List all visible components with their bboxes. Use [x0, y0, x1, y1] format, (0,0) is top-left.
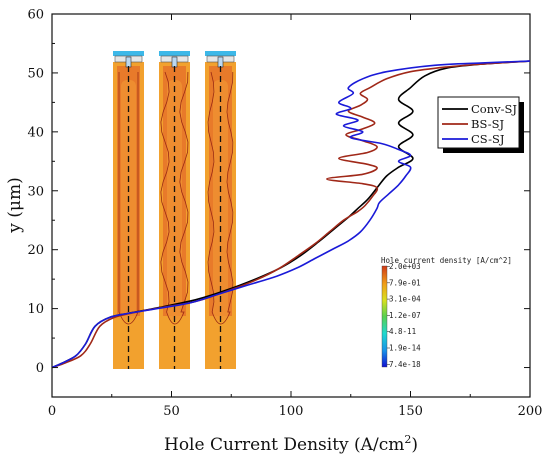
colorbar-label: 2.0e+03: [389, 262, 421, 271]
column-trench: [171, 56, 178, 68]
column-contour: [207, 71, 234, 325]
colorbar-label: 1.9e-14: [389, 344, 421, 353]
colorbar-label: 7.4e-18: [389, 360, 421, 369]
legend-label: BS-SJ: [471, 117, 505, 131]
y-tick-label: 60: [27, 8, 44, 23]
colorbar-bar: [381, 265, 388, 368]
colorbar-label: 4.8-11: [389, 327, 416, 336]
y-tick-label: 10: [27, 302, 44, 317]
column-trench: [125, 56, 132, 68]
device-column-3: [205, 51, 236, 369]
legend-label: Conv-SJ: [471, 102, 517, 116]
colorbar-label: 7.9e-01: [389, 278, 421, 287]
device-column-2: [159, 51, 190, 369]
column-trench: [217, 56, 224, 68]
column-top-cap: [205, 51, 236, 56]
series-layer: [52, 60, 530, 369]
colorbar-label: 1.2e-07: [389, 311, 421, 320]
y-axis-label: y (μm): [5, 177, 25, 233]
x-tick-label: 100: [279, 404, 304, 419]
y-tick-label: 0: [36, 361, 44, 376]
colorbar: Hole current density [A/cm^2]2.0e+03 7.9e…: [381, 256, 512, 369]
legend-label: CS-SJ: [471, 132, 505, 146]
axis-ticks: 0 50 100 150 200 0 10 20 30 40 50 60: [27, 8, 542, 420]
device-column-1: [113, 51, 144, 369]
x-tick-label: 200: [518, 404, 543, 419]
x-axis-label: Hole Current Density (A/cm2): [164, 433, 418, 455]
y-tick-label: 50: [27, 66, 44, 81]
series-line-cs-sj: [52, 60, 530, 369]
y-tick-label: 40: [27, 125, 44, 140]
column-top-cap: [159, 51, 190, 56]
x-tick-label: 50: [163, 404, 180, 419]
y-tick-label: 20: [27, 243, 44, 258]
y-tick-label: 30: [27, 184, 44, 199]
column-top-cap: [113, 51, 144, 56]
device-cross-section-inset: [113, 51, 236, 369]
colorbar-label: 3.1e-04: [389, 295, 421, 304]
x-tick-label: 150: [398, 404, 423, 419]
colorbar-title: Hole current density [A/cm^2]: [381, 256, 512, 265]
x-tick-label: 0: [48, 404, 56, 419]
column-contour: [118, 72, 139, 325]
column-contour: [160, 71, 189, 325]
